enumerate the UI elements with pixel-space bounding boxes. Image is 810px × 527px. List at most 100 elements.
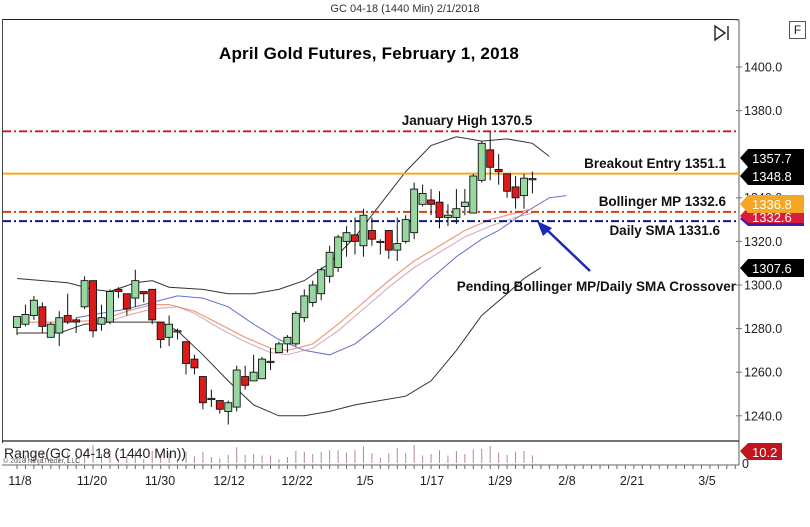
x-tick-label: 1/29 — [488, 474, 512, 488]
down-candle[interactable] — [215, 400, 224, 410]
up-candle[interactable] — [418, 192, 427, 205]
f-button[interactable]: F — [789, 21, 806, 39]
up-candle[interactable] — [131, 280, 140, 299]
up-candle[interactable] — [342, 232, 351, 242]
down-candle[interactable] — [486, 149, 495, 168]
y-tick-label: 1240.0 — [744, 409, 782, 423]
up-candle[interactable] — [477, 142, 486, 181]
up-candle[interactable] — [283, 336, 292, 345]
up-candle[interactable] — [97, 317, 106, 325]
up-candle[interactable] — [266, 360, 275, 363]
up-candle[interactable] — [317, 269, 326, 295]
up-candle[interactable] — [258, 358, 266, 380]
down-candle[interactable] — [435, 201, 444, 218]
up-candle[interactable] — [393, 243, 402, 251]
up-candle[interactable] — [359, 214, 368, 247]
y-tick-label: 1400.0 — [744, 61, 782, 75]
breakout-entry-label: Breakout Entry 1351.1 — [584, 156, 726, 171]
x-tick-label: 11/20 — [77, 474, 107, 488]
down-candle[interactable] — [503, 173, 512, 192]
down-candle[interactable] — [351, 234, 359, 242]
tag-bollinger-upper: 1357.7 — [752, 151, 792, 166]
january-high-label: January High 1370.5 — [402, 113, 533, 128]
window-title: GC 04-18 (1440 Min) 2/1/2018 — [330, 3, 480, 15]
down-candle[interactable] — [511, 186, 520, 199]
up-candle[interactable] — [291, 312, 300, 345]
up-candle[interactable] — [21, 313, 30, 325]
down-candle[interactable] — [122, 293, 131, 310]
x-tick-label: 2/8 — [558, 474, 575, 488]
up-candle[interactable] — [80, 280, 89, 308]
up-candle[interactable] — [275, 343, 283, 354]
x-tick-label: 11/8 — [8, 474, 31, 488]
up-candle[interactable] — [528, 178, 537, 181]
down-candle[interactable] — [494, 169, 503, 173]
up-candle[interactable] — [207, 397, 216, 401]
up-candle[interactable] — [376, 240, 385, 244]
up-candle[interactable] — [249, 371, 258, 382]
up-candle[interactable] — [410, 188, 419, 234]
down-candle[interactable] — [72, 319, 81, 323]
y-tick-label: 1380.0 — [744, 104, 782, 118]
x-tick-label: 1/5 — [356, 474, 373, 488]
down-candle[interactable] — [114, 288, 123, 292]
daily-sma-label: Daily SMA 1331.6 — [609, 223, 720, 238]
down-candle[interactable] — [384, 230, 393, 251]
up-candle[interactable] — [520, 177, 528, 197]
up-candle[interactable] — [460, 201, 469, 207]
down-candle[interactable] — [427, 199, 435, 205]
up-candle[interactable] — [334, 236, 343, 269]
y-tick-label: 1300.0 — [744, 279, 782, 293]
y-tick-label: 1280.0 — [744, 322, 782, 336]
down-candle[interactable] — [241, 376, 250, 386]
down-candle[interactable] — [148, 288, 157, 321]
tag-range-value: 10.2 — [752, 445, 777, 460]
y-tick-label: 1260.0 — [744, 366, 782, 380]
tag-bollinger-lower: 1307.6 — [752, 261, 792, 276]
up-candle[interactable] — [29, 299, 38, 316]
up-candle[interactable] — [300, 295, 309, 319]
up-candle[interactable] — [469, 175, 478, 214]
up-candle[interactable] — [55, 317, 64, 334]
up-candle[interactable] — [308, 284, 317, 303]
up-candle[interactable] — [173, 330, 182, 333]
tag-bollinger-upper-bg — [740, 149, 804, 167]
down-candle[interactable] — [182, 341, 190, 364]
up-candle[interactable] — [444, 214, 452, 218]
up-candle[interactable] — [13, 316, 21, 328]
chart-frame — [2, 19, 739, 443]
up-candle[interactable] — [325, 251, 334, 277]
bollinger-mp-label: Bollinger MP 1332.6 — [599, 194, 727, 209]
up-candle[interactable] — [401, 219, 410, 242]
y-tick-label: 1320.0 — [744, 235, 782, 249]
up-candle[interactable] — [232, 369, 241, 408]
range-zero-label: 0 — [742, 457, 749, 471]
x-tick-label: 2/21 — [620, 474, 644, 488]
crossover-label: Pending Bollinger MP/Daily SMA Crossover — [457, 279, 737, 294]
down-candle[interactable] — [89, 280, 98, 332]
down-candle[interactable] — [367, 230, 376, 240]
up-candle[interactable] — [105, 291, 114, 323]
x-tick-label: 1/17 — [420, 474, 444, 488]
copyright-text: © 2018 NinjaTrader, LLC — [3, 458, 81, 465]
down-candle[interactable] — [198, 376, 207, 404]
tag-bollinger-mp: 1332.6 — [752, 210, 792, 225]
up-candle[interactable] — [165, 323, 174, 338]
indicator-label: Range(GC 04-18 (1440 Min)) — [4, 445, 187, 461]
skip-to-end-icon[interactable] — [713, 24, 731, 42]
down-candle[interactable] — [38, 306, 47, 327]
up-candle[interactable] — [224, 402, 233, 412]
down-candle[interactable] — [139, 291, 148, 295]
arrow-head-icon — [537, 221, 552, 236]
down-candle[interactable] — [190, 358, 199, 369]
bollinger-mid-line — [101, 212, 533, 356]
x-tick-label: 3/5 — [698, 474, 715, 488]
down-candle[interactable] — [156, 321, 165, 340]
crossover-arrow — [544, 227, 591, 272]
bollinger-upper-band — [16, 136, 550, 295]
down-candle[interactable] — [63, 315, 72, 323]
daily-sma-line — [76, 195, 567, 356]
up-candle[interactable] — [46, 323, 55, 338]
up-candle[interactable] — [452, 208, 461, 218]
